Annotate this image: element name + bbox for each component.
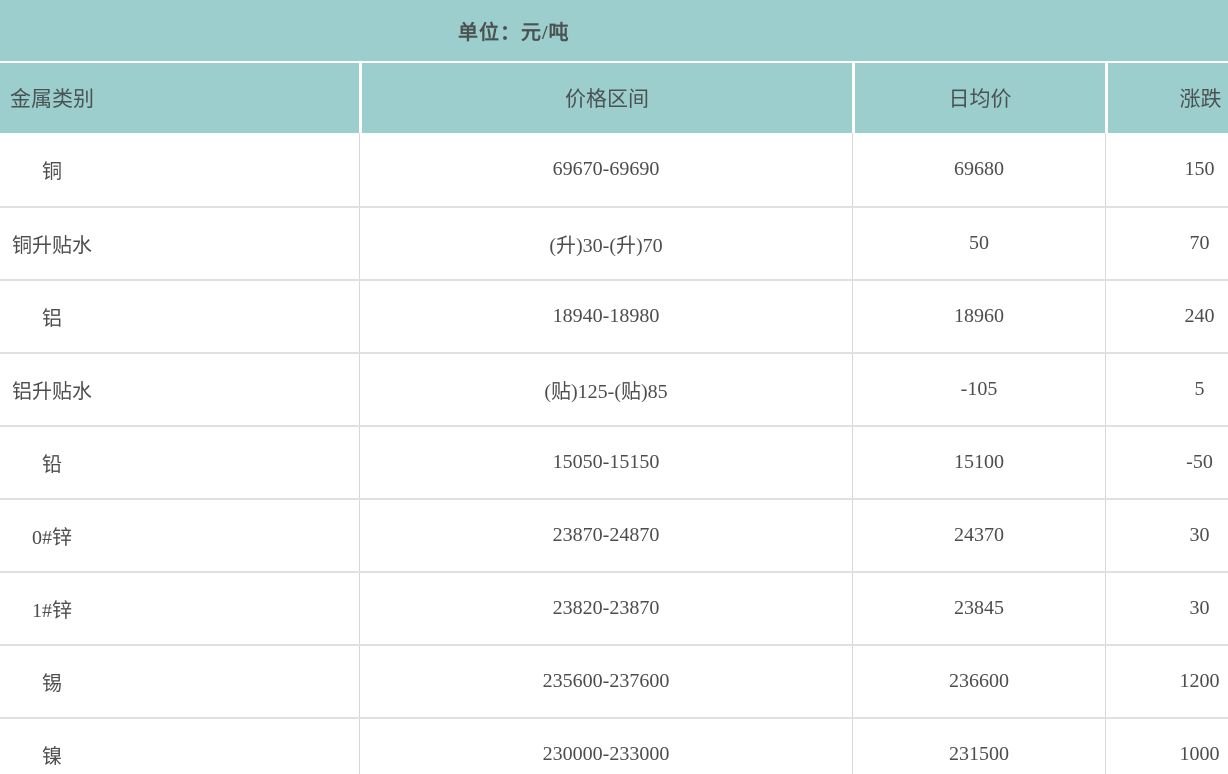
avg-value: 50 [969, 232, 989, 254]
unit-label: 单位：元/吨 [458, 22, 570, 44]
range-value: 18940-18980 [552, 305, 660, 327]
header-label: 日均价 [948, 87, 1012, 111]
table-row: 铝 18940-18980 18960 240 [0, 279, 1228, 352]
table-row: 铅 15050-15150 15100 -50 [0, 425, 1228, 498]
header-label: 价格区间 [565, 87, 649, 111]
metal-label: 铜 [42, 161, 62, 183]
range-cell: 23870-24870 [359, 500, 852, 571]
table-row: 镍 230000-233000 231500 1000 [0, 717, 1228, 774]
avg-cell: 50 [852, 208, 1105, 279]
table-row: 铝升贴水 (贴)125-(贴)85 -105 5 [0, 352, 1228, 425]
avg-value: 24370 [954, 524, 1004, 546]
change-value: -50 [1186, 451, 1213, 473]
range-cell: 23820-23870 [359, 573, 852, 644]
change-cell: 150 [1105, 133, 1228, 206]
avg-value: 23845 [954, 597, 1004, 619]
metal-label: 铝 [42, 308, 62, 330]
header-label: 涨跌 [1179, 87, 1222, 111]
change-value: 70 [1189, 232, 1210, 254]
metal-cell: 铜 [0, 133, 359, 206]
range-value: 15050-15150 [552, 451, 660, 473]
change-cell: 30 [1105, 573, 1228, 644]
change-value: 30 [1189, 597, 1210, 619]
change-cell: 1000 [1105, 719, 1228, 774]
change-cell: -50 [1105, 427, 1228, 498]
metal-label: 镍 [42, 746, 62, 768]
metal-label: 1#锌 [32, 600, 72, 622]
metal-cell: 镍 [0, 719, 359, 774]
range-value: 69670-69690 [552, 158, 660, 180]
unit-bar: 单位：元/吨 [0, 0, 1228, 61]
range-cell: (贴)125-(贴)85 [359, 354, 852, 425]
table-row: 铜升贴水 (升)30-(升)70 50 70 [0, 206, 1228, 279]
metal-label: 锡 [42, 673, 62, 695]
change-value: 5 [1194, 378, 1205, 400]
header-cell-change: 涨跌 [1105, 63, 1228, 133]
metal-cell: 铅 [0, 427, 359, 498]
avg-cell: 18960 [852, 281, 1105, 352]
range-value: (升)30-(升)70 [549, 235, 663, 257]
metal-cell: 0#锌 [0, 500, 359, 571]
avg-value: 18960 [954, 305, 1004, 327]
metal-cell: 锡 [0, 646, 359, 717]
change-cell: 70 [1105, 208, 1228, 279]
table-body: 铜 69670-69690 69680 150 铜升贴水 (升)30-(升)70 [0, 133, 1228, 774]
metal-cell: 铜升贴水 [0, 208, 359, 279]
range-value: 23870-24870 [552, 524, 660, 546]
avg-cell: -105 [852, 354, 1105, 425]
range-cell: 18940-18980 [359, 281, 852, 352]
table-row: 1#锌 23820-23870 23845 30 [0, 571, 1228, 644]
change-cell: 30 [1105, 500, 1228, 571]
metal-label: 0#锌 [32, 527, 72, 549]
change-value: 30 [1189, 524, 1210, 546]
change-value: 1000 [1179, 743, 1220, 765]
range-value: 235600-237600 [542, 670, 670, 692]
avg-value: 231500 [949, 743, 1009, 765]
metal-cell: 铝 [0, 281, 359, 352]
avg-cell: 15100 [852, 427, 1105, 498]
change-cell: 5 [1105, 354, 1228, 425]
range-cell: (升)30-(升)70 [359, 208, 852, 279]
table-row: 0#锌 23870-24870 24370 30 [0, 498, 1228, 571]
range-value: 230000-233000 [542, 743, 670, 765]
avg-cell: 69680 [852, 133, 1105, 206]
change-cell: 240 [1105, 281, 1228, 352]
range-value: 23820-23870 [552, 597, 660, 619]
metal-label: 铝升贴水 [12, 381, 92, 403]
change-cell: 1200 [1105, 646, 1228, 717]
avg-value: 69680 [954, 158, 1004, 180]
avg-value: -105 [960, 378, 998, 400]
range-value: (贴)125-(贴)85 [544, 381, 668, 403]
change-value: 1200 [1179, 670, 1220, 692]
avg-value: 15100 [954, 451, 1004, 473]
header-cell-daily-average: 日均价 [852, 63, 1105, 133]
metal-label: 铅 [42, 454, 62, 476]
range-cell: 69670-69690 [359, 133, 852, 206]
metal-cell: 1#锌 [0, 573, 359, 644]
avg-cell: 24370 [852, 500, 1105, 571]
avg-cell: 231500 [852, 719, 1105, 774]
header-label: 金属类别 [10, 87, 94, 111]
change-value: 150 [1184, 158, 1215, 180]
range-cell: 235600-237600 [359, 646, 852, 717]
change-value: 240 [1184, 305, 1215, 327]
avg-cell: 23845 [852, 573, 1105, 644]
metal-cell: 铝升贴水 [0, 354, 359, 425]
range-cell: 15050-15150 [359, 427, 852, 498]
avg-cell: 236600 [852, 646, 1105, 717]
metal-label: 铜升贴水 [12, 235, 92, 257]
header-cell-metal-category: 金属类别 [0, 63, 359, 133]
range-cell: 230000-233000 [359, 719, 852, 774]
table-row: 铜 69670-69690 69680 150 [0, 133, 1228, 206]
table-row: 锡 235600-237600 236600 1200 [0, 644, 1228, 717]
avg-value: 236600 [949, 670, 1009, 692]
header-cell-price-range: 价格区间 [359, 63, 852, 133]
table-header-row: 金属类别 价格区间 日均价 涨跌 [0, 63, 1228, 133]
